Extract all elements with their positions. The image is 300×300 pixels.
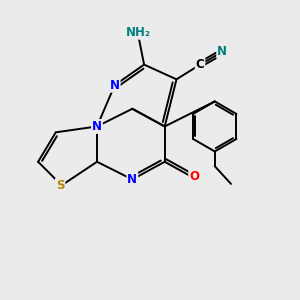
Text: N: N: [92, 120, 102, 133]
Text: N: N: [110, 79, 120, 92]
Text: N: N: [217, 45, 227, 58]
Text: O: O: [189, 170, 199, 183]
Text: N: N: [127, 173, 137, 186]
Text: C: C: [196, 58, 204, 71]
Text: S: S: [56, 179, 64, 192]
Text: NH₂: NH₂: [126, 26, 151, 39]
